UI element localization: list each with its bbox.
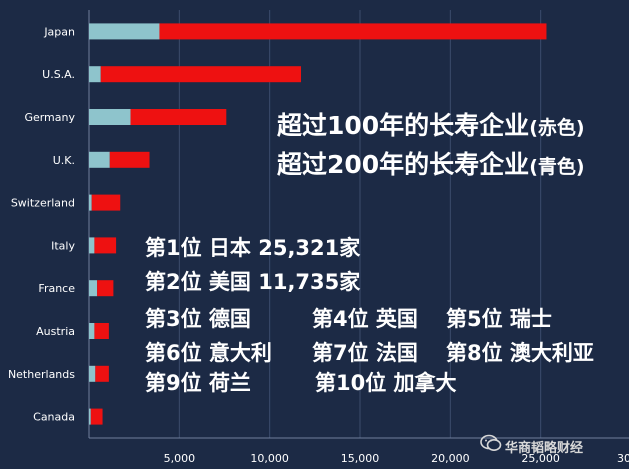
rank-8: 第8位 澳大利亚 <box>446 337 594 367</box>
bar-segment <box>89 195 92 211</box>
x-tick-label: 15,000 <box>341 452 380 465</box>
rank-2: 第2位 美国 11,735家 <box>145 266 360 296</box>
bar-segment <box>89 323 94 339</box>
legend-red-paren: (赤色) <box>529 117 584 139</box>
rank-4: 第4位 英国 <box>312 303 418 333</box>
bar-segment <box>94 323 108 339</box>
wechat-icon <box>480 434 502 452</box>
bar-segment <box>110 152 150 168</box>
watermark-text: 华商韬略财经 <box>505 437 583 456</box>
rank-7: 第7位 法国 <box>312 337 418 367</box>
bar-segment <box>89 237 94 253</box>
rank-5: 第5位 瑞士 <box>446 303 552 333</box>
legend-cyan-main: 超过200年的长寿企业 <box>277 150 529 179</box>
category-label: Canada <box>33 411 75 424</box>
legend-red-note: 超过100年的长寿企业(赤色) <box>277 106 585 142</box>
x-tick-label: 30 <box>617 452 629 465</box>
bar-segment <box>89 280 97 296</box>
x-tick-label: 5,000 <box>164 452 196 465</box>
category-label: Austria <box>36 325 75 338</box>
bar-segment <box>94 237 116 253</box>
category-label: Japan <box>43 25 75 38</box>
rank-1: 第1位 日本 25,321家 <box>145 232 360 262</box>
bar-segment <box>89 366 95 382</box>
legend-cyan-note: 超过200年的长寿企业(青色) <box>277 145 585 181</box>
category-label: Netherlands <box>8 368 75 381</box>
category-label: France <box>38 282 75 295</box>
bar-segment <box>159 23 546 39</box>
bar-segment <box>97 280 113 296</box>
legend-red-main: 超过100年的长寿企业 <box>277 111 529 140</box>
rank-3: 第3位 德国 <box>145 303 251 333</box>
rank-10: 第10位 加拿大 <box>315 367 457 397</box>
category-label: Switzerland <box>11 197 75 210</box>
bar-segment <box>89 109 131 125</box>
x-tick-label: 10,000 <box>250 452 289 465</box>
rank-9: 第9位 荷兰 <box>145 367 251 397</box>
bar-segment <box>89 152 110 168</box>
legend-cyan-paren: (青色) <box>529 156 584 178</box>
category-label: U.K. <box>53 154 75 167</box>
bar-segment <box>89 66 101 82</box>
category-label: Italy <box>51 239 75 252</box>
bar-segment <box>92 195 121 211</box>
bar-segment <box>131 109 227 125</box>
bar-segment <box>89 409 91 425</box>
rank-6: 第6位 意大利 <box>145 337 272 367</box>
bar-segment <box>89 23 159 39</box>
bar-segment <box>91 409 103 425</box>
bar-segment <box>101 66 301 82</box>
x-tick-label: 20,000 <box>431 452 470 465</box>
category-label: U.S.A. <box>42 68 75 81</box>
category-label: Germany <box>24 111 75 124</box>
bar-segment <box>95 366 109 382</box>
